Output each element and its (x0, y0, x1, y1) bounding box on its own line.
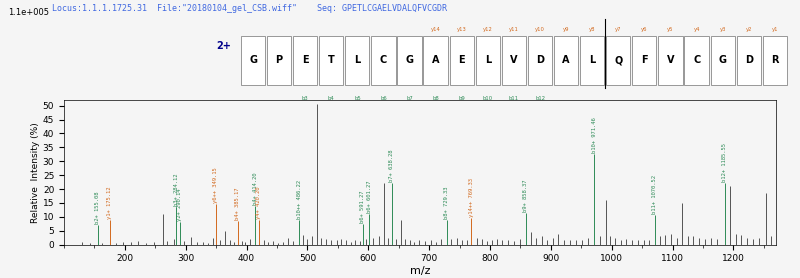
Text: y6++ 349.15: y6++ 349.15 (213, 167, 218, 203)
Text: b7+ 638.28: b7+ 638.28 (389, 150, 394, 182)
Text: b10++ 486.22: b10++ 486.22 (297, 180, 302, 219)
Text: b9+ 858.37: b9+ 858.37 (523, 179, 528, 212)
Y-axis label: Relative  Intensity (%): Relative Intensity (%) (31, 122, 40, 223)
Text: y2+ 290.14: y2+ 290.14 (178, 189, 182, 221)
Text: b8: b8 (432, 96, 439, 101)
Text: b11+ 1070.52: b11+ 1070.52 (652, 175, 657, 214)
Text: R: R (771, 56, 778, 65)
Text: Q: Q (614, 56, 622, 65)
Text: y14++ 769.33: y14++ 769.33 (469, 178, 474, 217)
Text: C: C (380, 56, 387, 65)
Text: y14: y14 (430, 27, 441, 32)
Text: y1: y1 (772, 27, 778, 32)
Text: y2: y2 (746, 27, 752, 32)
Text: L: L (354, 56, 361, 65)
Text: b6: b6 (380, 96, 387, 101)
Text: y4+ 420.20: y4+ 420.20 (256, 186, 262, 219)
Text: b5: b5 (354, 96, 361, 101)
Text: b3: b3 (302, 96, 309, 101)
Text: V: V (667, 56, 674, 65)
Text: L: L (589, 56, 595, 65)
Text: b12: b12 (535, 96, 545, 101)
Text: y7: y7 (615, 27, 622, 32)
Text: G: G (249, 56, 257, 65)
Text: F: F (641, 56, 648, 65)
Text: y5: y5 (667, 27, 674, 32)
Text: G: G (406, 56, 414, 65)
Text: A: A (432, 56, 439, 65)
Text: b4: b4 (328, 96, 334, 101)
Text: y8: y8 (589, 27, 595, 32)
X-axis label: m/z: m/z (410, 266, 430, 276)
Text: L: L (485, 56, 491, 65)
Text: A: A (562, 56, 570, 65)
Text: G: G (718, 56, 726, 65)
Text: b3+ 284.12: b3+ 284.12 (174, 173, 178, 206)
Text: 1.1e+005: 1.1e+005 (8, 8, 49, 17)
Text: y11: y11 (509, 27, 519, 32)
Text: Locus:1.1.1.1725.31  File:"20180104_gel_CSB.wiff"    Seq: GPETLCGAELVDALQFVCGDR: Locus:1.1.1.1725.31 File:"20180104_gel_C… (52, 4, 447, 13)
Text: y9: y9 (563, 27, 570, 32)
Text: D: D (745, 56, 753, 65)
Text: C: C (693, 56, 700, 65)
Text: E: E (302, 56, 309, 65)
Text: b9: b9 (458, 96, 465, 101)
Text: b7: b7 (406, 96, 413, 101)
Text: b6+ 591.27: b6+ 591.27 (361, 190, 366, 223)
Text: V: V (510, 56, 518, 65)
Text: b11: b11 (509, 96, 519, 101)
Text: b2+ 155.08: b2+ 155.08 (95, 191, 100, 224)
Text: b10+ 971.46: b10+ 971.46 (592, 117, 597, 153)
Text: D: D (536, 56, 544, 65)
Text: T: T (328, 56, 334, 65)
Text: y3: y3 (719, 27, 726, 32)
Text: b8+ 729.33: b8+ 729.33 (445, 186, 450, 219)
Text: P: P (275, 56, 282, 65)
Text: y1+ 175.12: y1+ 175.12 (107, 186, 112, 219)
Text: y10: y10 (535, 27, 545, 32)
Text: b12+ 1185.55: b12+ 1185.55 (722, 143, 727, 182)
Text: y6: y6 (642, 27, 648, 32)
Text: b4+ 414.20: b4+ 414.20 (253, 172, 258, 205)
Text: y12: y12 (483, 27, 493, 32)
Text: y13: y13 (457, 27, 466, 32)
Text: b10: b10 (483, 96, 493, 101)
Text: b4+ 385.17: b4+ 385.17 (235, 187, 240, 220)
Text: 2+: 2+ (217, 41, 231, 51)
Text: E: E (458, 56, 465, 65)
Text: y4: y4 (694, 27, 700, 32)
Text: b6+ 601.27: b6+ 601.27 (366, 180, 371, 213)
